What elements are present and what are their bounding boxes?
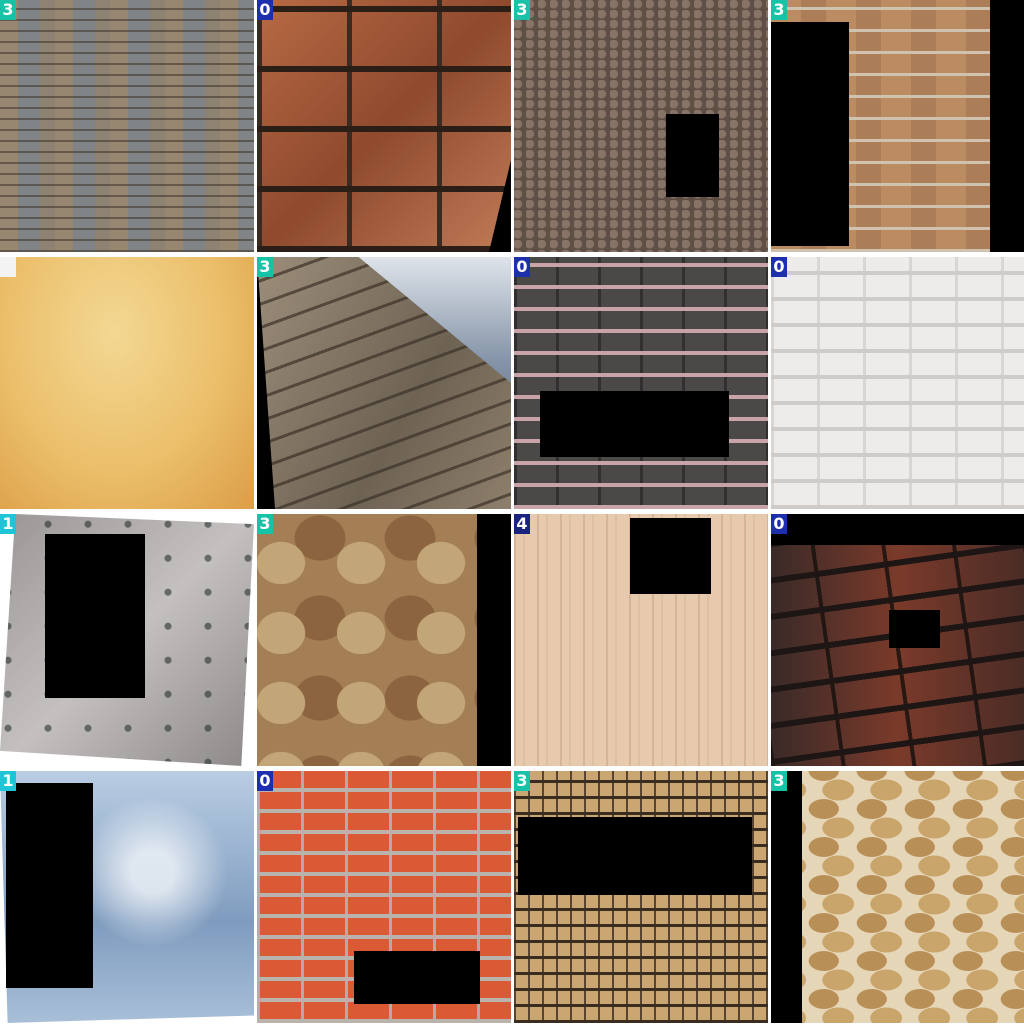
grid-tile: 1 [0, 771, 254, 1023]
class-label-badge: 0 [771, 257, 787, 277]
occlusion-box [540, 391, 729, 457]
grid-tile: 3 [771, 771, 1024, 1023]
class-label-badge: 1 [0, 771, 16, 791]
grid-tile: 3 [514, 771, 768, 1023]
texture-gradient [0, 257, 254, 509]
occlusion-box [630, 518, 711, 594]
grid-tile: 3 [514, 0, 768, 252]
class-label-badge: 3 [771, 771, 787, 791]
grid-tile: 3 [257, 514, 511, 766]
grid-tile: 4 [514, 514, 768, 766]
texture-wood [514, 514, 768, 766]
texture-flagstone [771, 771, 1024, 1023]
occlusion-box [666, 114, 719, 197]
texture-slate-stone [0, 0, 254, 252]
occlusion-box [518, 817, 752, 895]
class-label-badge [0, 257, 16, 277]
class-label-badge: 0 [514, 257, 530, 277]
grid-tile: 3 [257, 257, 511, 509]
occlusion-box [354, 951, 480, 1004]
class-label-badge: 0 [257, 771, 273, 791]
padding-strip [990, 0, 1024, 252]
texture-grey-brick [514, 257, 768, 509]
occlusion-box [6, 783, 93, 988]
class-label-badge: 0 [771, 514, 787, 534]
padding-strip [477, 514, 511, 766]
texture-red-brick [257, 0, 511, 252]
class-label-badge: 3 [0, 0, 16, 20]
padding-strip [771, 771, 802, 1023]
class-label-badge: 3 [771, 0, 787, 20]
grid-tile: 0 [514, 257, 768, 509]
texture-rough-stone [257, 514, 511, 766]
padding-strip [771, 514, 1024, 545]
grid-tile: 0 [771, 257, 1024, 509]
grid-tile: 0 [771, 514, 1024, 766]
occlusion-box [889, 610, 940, 648]
class-label-badge: 3 [257, 514, 273, 534]
texture-white-brick [771, 257, 1024, 509]
class-label-badge: 1 [0, 514, 16, 534]
class-label-badge: 3 [514, 771, 530, 791]
class-label-badge: 4 [514, 514, 530, 534]
grid-tile: 1 [0, 514, 254, 766]
class-label-badge: 0 [257, 0, 273, 20]
class-label-badge: 3 [514, 0, 530, 20]
texture-cobblestone [514, 0, 768, 252]
occlusion-box [771, 22, 849, 246]
grid-tile: 3 [771, 0, 1024, 252]
grid-tile [0, 257, 254, 509]
grid-tile: 0 [257, 0, 511, 252]
texture-stacked-stone [514, 771, 768, 1023]
grid-tile: 0 [257, 771, 511, 1023]
grid-tile: 3 [0, 0, 254, 252]
occlusion-box [45, 534, 145, 698]
class-label-badge: 3 [257, 257, 273, 277]
